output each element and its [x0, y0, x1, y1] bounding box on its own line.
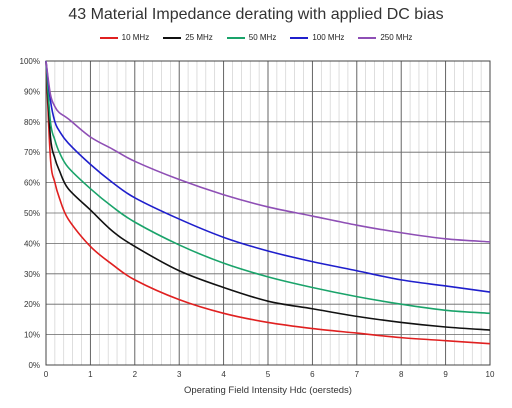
legend-swatch — [163, 36, 182, 39]
x-tick-label: 3 — [177, 370, 182, 379]
chart-legend: 10 MHz 25 MHz 50 MHz 100 MHz 250 MHz — [0, 33, 512, 42]
series-line — [45, 60, 491, 293]
legend-swatch — [226, 36, 245, 39]
x-tick-label: 9 — [443, 370, 448, 379]
y-tick-label: 80% — [24, 118, 40, 127]
y-tick-label: 40% — [24, 239, 40, 248]
y-tick-label: 30% — [24, 270, 40, 279]
y-tick-label: 90% — [24, 87, 40, 96]
y-tick-label: 70% — [24, 148, 40, 157]
legend-swatch — [99, 36, 118, 39]
legend-label: 10 MHz — [121, 33, 150, 42]
x-axis-label: Operating Field Intensity Hdc (oersteds) — [184, 385, 352, 396]
x-tick-label: 6 — [310, 370, 315, 379]
series-line — [45, 60, 491, 315]
legend-item: 100 MHz — [290, 33, 344, 42]
series-line — [45, 60, 491, 345]
legend-label: 250 MHz — [380, 33, 413, 42]
x-tick-label: 1 — [88, 370, 93, 379]
y-tick-label: 100% — [20, 57, 40, 66]
legend-label: 100 MHz — [312, 33, 345, 42]
x-tick-label: 4 — [221, 370, 226, 379]
legend-label: 25 MHz — [185, 33, 213, 42]
legend-item: 250 MHz — [358, 33, 412, 42]
y-tick-label: 20% — [24, 300, 40, 309]
y-tick-label: 10% — [24, 331, 40, 340]
plot-border — [45, 60, 491, 366]
chart-title: 43 Material Impedance derating with appl… — [68, 6, 444, 23]
x-tick-label: 2 — [133, 370, 138, 379]
series-line — [45, 60, 491, 243]
legend-label: 50 MHz — [248, 33, 277, 42]
y-tick-label: 0% — [28, 361, 40, 370]
legend-item: 25 MHz — [163, 33, 213, 42]
legend-swatch — [290, 36, 309, 39]
y-tick-label: 50% — [24, 209, 40, 218]
x-tick-label: 8 — [399, 370, 404, 379]
x-tick-label: 7 — [355, 370, 360, 379]
y-tick-label: 60% — [24, 179, 40, 188]
legend-item: 10 MHz — [99, 33, 150, 42]
legend-item: 50 MHz — [226, 33, 277, 42]
x-tick-label: 0 — [44, 370, 49, 379]
x-tick-label: 10 — [486, 370, 495, 379]
series-line — [45, 60, 491, 331]
legend-swatch — [358, 36, 377, 39]
x-tick-label: 5 — [266, 370, 271, 379]
